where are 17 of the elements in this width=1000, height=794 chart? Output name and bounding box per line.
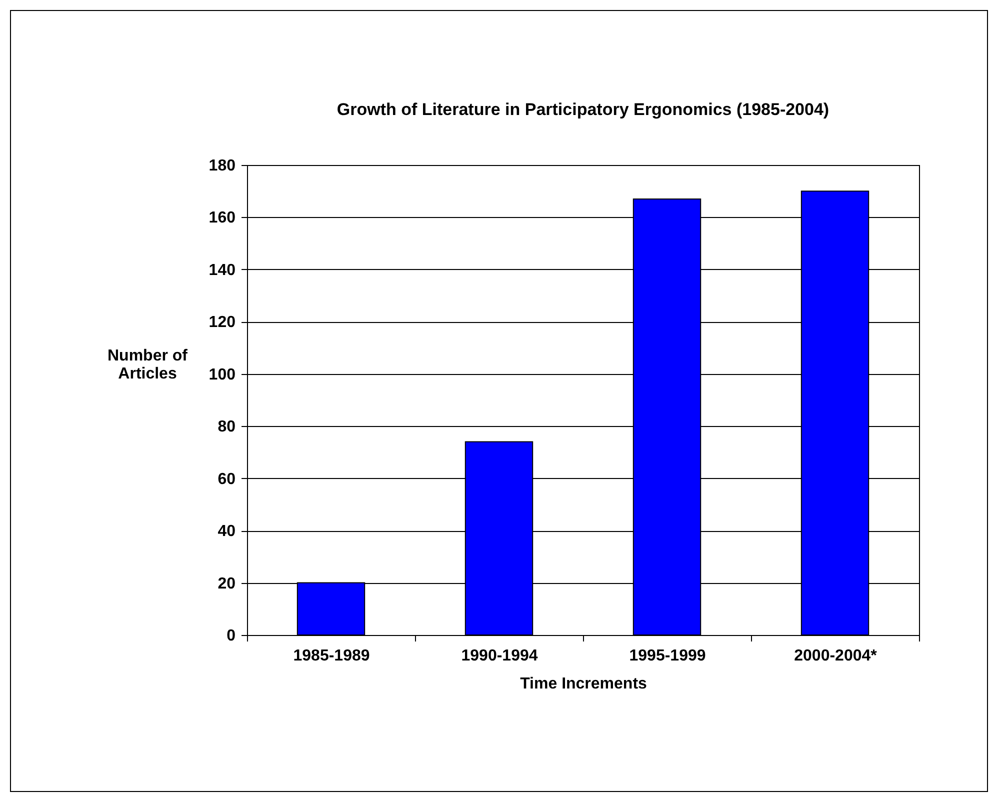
y-tick-label: 160 [208, 210, 236, 227]
x-tick-label: 2000-2004* [794, 648, 878, 664]
y-tick-label: 180 [208, 158, 236, 174]
x-tick-label: 1995-1999 [629, 648, 706, 664]
y-tick-label: 140 [208, 262, 236, 279]
x-axis-title: Time Increments [520, 676, 648, 692]
y-tick-label: 80 [218, 418, 236, 436]
y-tick-label: 120 [208, 314, 236, 332]
x-tick-label: 1990-1994 [461, 648, 538, 664]
y-tick-label: 40 [218, 523, 236, 540]
y-axis-title: Number of Articles [108, 348, 188, 382]
y-tick-label: 0 [226, 628, 236, 644]
y-tick-label: 100 [208, 366, 236, 384]
x-tick-label: 1985-1989 [293, 648, 370, 664]
y-tick-label: 60 [218, 470, 236, 488]
chart-title: Growth of Literature in Participatory Ergonomics (1985-2004) [336, 100, 830, 119]
y-tick-label: 20 [218, 575, 236, 592]
